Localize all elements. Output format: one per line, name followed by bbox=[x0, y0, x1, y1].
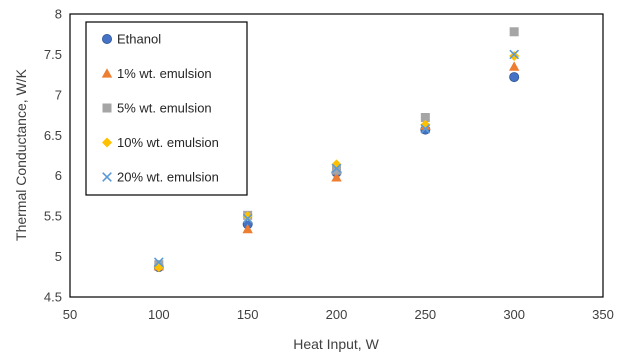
y-tick-label: 8 bbox=[55, 7, 62, 22]
x-tick-label: 350 bbox=[592, 307, 614, 322]
data-point-diamond bbox=[242, 211, 253, 222]
legend-marker-square bbox=[102, 103, 112, 113]
legend-label: 20% wt. emulsion bbox=[117, 170, 219, 185]
legend-label: 10% wt. emulsion bbox=[117, 135, 219, 150]
data-points bbox=[153, 27, 520, 273]
y-tick-label: 6 bbox=[55, 168, 62, 183]
y-tick-label: 7.5 bbox=[44, 47, 62, 62]
legend-label: Ethanol bbox=[117, 32, 161, 47]
data-point-square bbox=[420, 112, 430, 122]
data-point-diamond bbox=[509, 51, 520, 62]
data-point-x bbox=[420, 123, 431, 134]
legend-label: 5% wt. emulsion bbox=[117, 101, 212, 116]
y-tick-label: 5.5 bbox=[44, 209, 62, 224]
x-tick-label: 200 bbox=[326, 307, 348, 322]
legend-marker-diamond bbox=[102, 137, 112, 148]
legend-marker-x bbox=[102, 172, 112, 182]
legend-box bbox=[85, 21, 248, 196]
y-axis-title: Thermal Conductance, W/K bbox=[13, 68, 29, 241]
x-tick-label: 100 bbox=[148, 307, 170, 322]
data-point-x bbox=[242, 213, 253, 224]
data-point-x bbox=[509, 49, 520, 60]
x-axis-ticks: 50 100 150 200 250 300 350 bbox=[63, 307, 614, 322]
x-tick-label: 300 bbox=[503, 307, 525, 322]
x-axis-title: Heat Input, W bbox=[293, 336, 379, 352]
data-point-x bbox=[331, 163, 342, 174]
y-tick-label: 4.5 bbox=[44, 290, 62, 305]
data-point-triangle bbox=[331, 172, 342, 182]
x-tick-label: 250 bbox=[414, 307, 436, 322]
data-point-triangle bbox=[508, 61, 520, 71]
y-tick-label: 7 bbox=[55, 87, 62, 102]
legend-marker-triangle bbox=[101, 68, 113, 78]
y-tick-label: 5 bbox=[55, 249, 62, 264]
legend-items: Ethanol 1% wt. emulsion 5% wt. emulsion 10%… bbox=[101, 32, 219, 185]
data-point-square bbox=[509, 27, 519, 37]
x-tick-label: 50 bbox=[63, 307, 77, 322]
series-group bbox=[153, 49, 520, 268]
plot-area-border bbox=[69, 13, 604, 298]
legend-marker-circle bbox=[102, 34, 113, 45]
x-tick-label: 150 bbox=[237, 307, 259, 322]
data-point-x bbox=[153, 257, 164, 268]
data-point-circle bbox=[509, 72, 520, 83]
data-point-square bbox=[332, 165, 341, 175]
y-axis-ticks: 4.5 5 5.5 6 6.5 7 7.5 8 bbox=[44, 7, 62, 305]
data-point-diamond bbox=[420, 119, 431, 130]
legend-label: 1% wt. emulsion bbox=[117, 66, 212, 81]
data-point-triangle bbox=[242, 223, 253, 234]
legend: Ethanol 1% wt. emulsion 5% wt. emulsion 10%… bbox=[85, 21, 248, 196]
y-tick-label: 6.5 bbox=[44, 128, 62, 143]
